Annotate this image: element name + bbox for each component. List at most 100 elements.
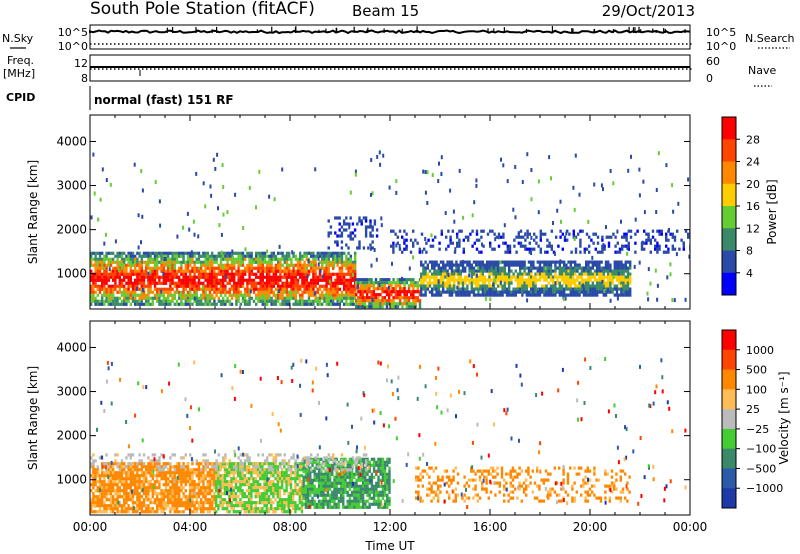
- power-cell: [412, 278, 415, 282]
- power-cell: [215, 266, 218, 270]
- velocity-cell: [109, 474, 113, 478]
- power-speckle: [214, 166, 217, 171]
- power-speckle: [649, 281, 652, 286]
- power-ylabel: Slant Range [km]: [26, 160, 40, 264]
- power-cell: [472, 281, 476, 285]
- power-cell: [255, 266, 258, 270]
- power-cell: [327, 302, 330, 306]
- power-cell: [230, 272, 234, 276]
- power-cell: [523, 263, 526, 267]
- power-cell: [394, 290, 397, 294]
- power-speckle: [500, 157, 502, 162]
- power-cell: [527, 293, 531, 297]
- power-cell: [292, 272, 295, 276]
- power-cell: [439, 260, 443, 264]
- power-cell: [574, 269, 577, 273]
- velocity-cell: [118, 492, 121, 496]
- velocity-cell: [156, 510, 159, 514]
- velocity-cell: [241, 495, 244, 499]
- velocity-cell: [134, 510, 137, 514]
- velocity-cell: [232, 510, 235, 514]
- power-cell: [123, 293, 126, 297]
- power-cell: [354, 263, 357, 267]
- power-speckle: [188, 227, 191, 232]
- velocity-cell: [175, 495, 179, 499]
- power-cell: [353, 228, 357, 232]
- velocity-cell: [197, 489, 201, 493]
- velocity-cell: [265, 474, 268, 478]
- power-cell: [490, 269, 493, 273]
- power-cell: [334, 272, 337, 276]
- power-cell: [428, 260, 432, 264]
- velocity-cell: [217, 465, 220, 469]
- power-cell: [345, 281, 348, 285]
- power-cell: [589, 269, 592, 273]
- power-cell: [615, 287, 619, 291]
- power-cell: [558, 272, 561, 276]
- velocity-cell: [281, 468, 284, 472]
- power-cell: [497, 275, 500, 279]
- power-cell: [327, 287, 330, 291]
- power-cell: [587, 263, 590, 267]
- velocity-cell: [131, 471, 135, 475]
- velocity-cell: [197, 471, 201, 475]
- velocity-cell: [145, 465, 148, 469]
- power-cell: [266, 263, 269, 267]
- power-cell: [211, 287, 214, 291]
- power-cell: [600, 275, 603, 279]
- power-cell: [101, 302, 104, 306]
- power-cell: [103, 290, 106, 294]
- velocity-cell: [149, 474, 152, 478]
- power-cell: [549, 293, 553, 297]
- velocity-cell: [127, 492, 130, 496]
- power-cell: [556, 278, 559, 282]
- power-speckle: [503, 223, 506, 228]
- power-cell: [527, 284, 531, 288]
- power-cell: [398, 247, 402, 251]
- velocity-cell: [167, 489, 170, 493]
- power-cell: [153, 293, 157, 297]
- velocity-cell: [276, 471, 279, 475]
- velocity-cell: [109, 489, 113, 493]
- velocity-cell: [248, 462, 251, 466]
- power-cell: [281, 290, 284, 294]
- velocity-cell: [232, 477, 235, 481]
- velocity-cell: [234, 480, 238, 484]
- power-cell: [499, 272, 502, 276]
- power-speckle: [438, 161, 440, 166]
- power-speckle: [447, 273, 450, 278]
- power-cell: [506, 247, 509, 251]
- velocity-cell: [189, 474, 192, 478]
- power-cell: [615, 284, 619, 288]
- power-cell: [226, 275, 229, 279]
- velocity-cell: [175, 501, 179, 505]
- power-cell: [226, 260, 229, 264]
- velocity-cell: [272, 507, 275, 511]
- power-cell: [248, 251, 251, 255]
- velocity-cell: [195, 486, 198, 490]
- velocity-cell: [127, 498, 130, 502]
- power-cell: [532, 281, 535, 285]
- power-cell: [206, 260, 209, 264]
- velocity-cell: [250, 489, 253, 493]
- power-cell: [446, 278, 449, 282]
- power-cell: [354, 287, 357, 291]
- power-cell: [241, 260, 245, 264]
- power-cell: [208, 266, 212, 270]
- power-cell: [359, 290, 362, 294]
- power-speckle: [437, 279, 440, 284]
- freq-label: Freq.: [7, 54, 34, 67]
- power-cell: [142, 254, 146, 258]
- power-cell: [239, 251, 242, 255]
- power-cell: [195, 293, 198, 297]
- power-cell: [493, 232, 496, 236]
- power-cell: [571, 275, 575, 279]
- power-cell: [136, 272, 139, 276]
- power-cell: [127, 272, 130, 276]
- velocity-cell: [142, 501, 146, 505]
- power-cell: [109, 302, 113, 306]
- power-cell: [211, 278, 214, 282]
- power-cell: [412, 302, 415, 306]
- power-cell: [602, 284, 605, 288]
- power-speckle: [395, 179, 398, 184]
